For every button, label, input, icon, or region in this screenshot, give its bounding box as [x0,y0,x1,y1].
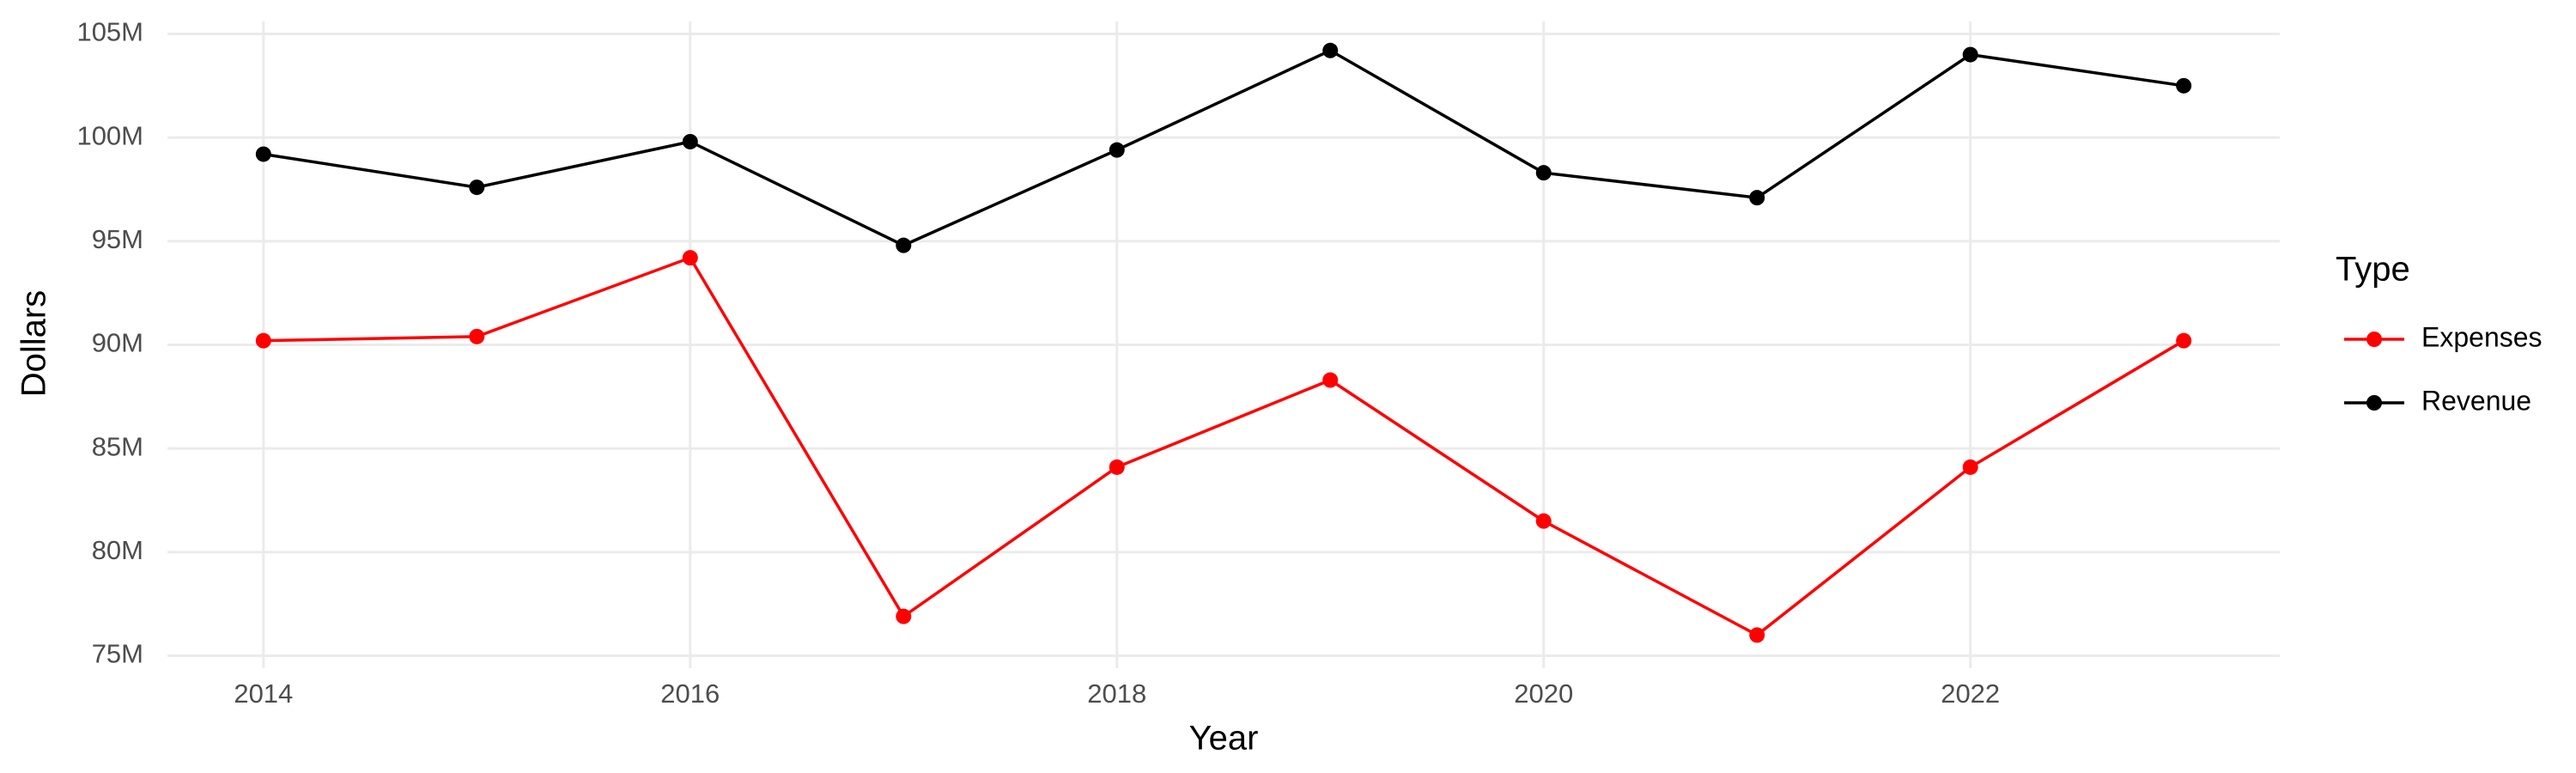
data-point [255,146,271,162]
data-point [682,250,698,266]
data-point [1322,372,1339,388]
data-point [2176,77,2192,94]
y-tick-label: 100M [76,120,143,150]
data-point [469,180,485,196]
legend-key-point [2366,395,2382,411]
data-point [1535,165,1552,181]
data-point [1962,459,1978,475]
data-point [1109,142,1125,158]
x-tick-label: 2014 [234,679,293,709]
data-point [1322,42,1339,58]
data-point [1749,627,1765,643]
series-line [263,48,2184,247]
data-point [896,608,912,624]
data-point [255,332,271,349]
legend-label: Revenue [2421,385,2531,416]
data-point [1109,459,1125,475]
series-line [263,255,2185,637]
x-tick-label: 2016 [660,679,720,709]
y-tick-label: 75M [92,639,143,669]
data-point [682,133,698,149]
data-point [896,237,912,253]
y-tick-label: 80M [92,535,143,565]
x-axis-title: Year [1189,720,1259,758]
legend-title: Type [2336,251,2410,289]
x-tick-label: 2022 [1941,679,2000,709]
x-tick-label: 2020 [1514,679,1573,709]
y-tick-label: 95M [92,224,143,254]
data-point [469,328,485,344]
x-tick-label: 2018 [1087,679,1146,709]
data-point [2176,332,2192,349]
y-tick-label: 90M [92,328,143,358]
y-tick-label: 85M [92,431,143,461]
data-point [1535,513,1552,529]
data-point [1749,190,1765,206]
y-tick-label: 105M [76,17,143,47]
legend-label: Expenses [2421,321,2543,352]
y-axis-title: Dollars [15,290,53,397]
data-point [1962,46,1978,63]
legend-key-point [2366,332,2382,347]
